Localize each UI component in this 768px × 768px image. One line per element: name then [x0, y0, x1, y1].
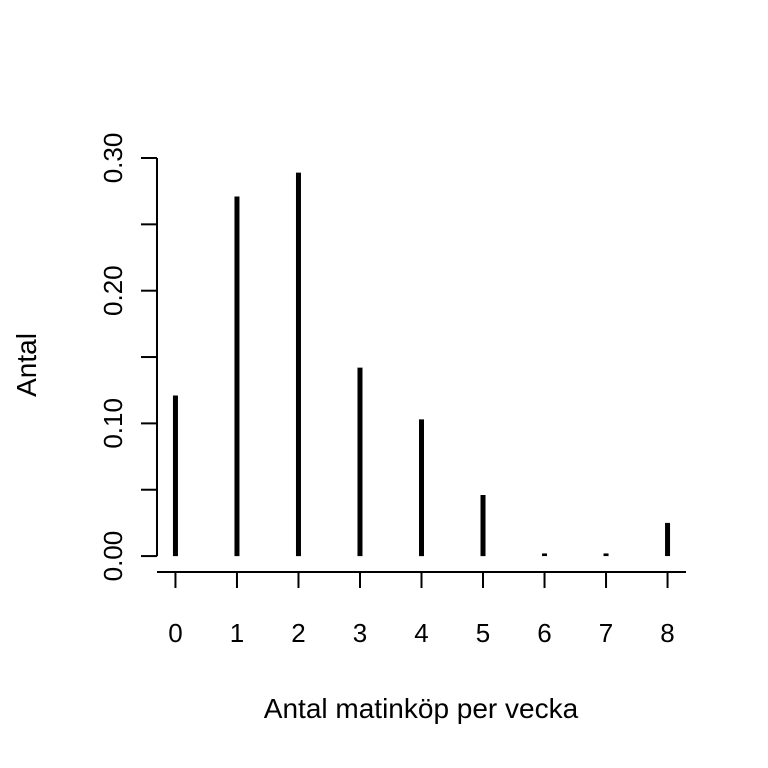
y-tick-label: 0.00 — [98, 531, 128, 582]
x-axis: 0 1 2 3 4 5 6 7 8 — [157, 571, 686, 648]
x-tick-label: 8 — [660, 618, 674, 648]
x-axis-label: Antal matinköp per vecka — [264, 693, 579, 724]
x-tick-label: 3 — [353, 618, 367, 648]
x-tick-label: 5 — [476, 618, 490, 648]
x-tick-label: 1 — [230, 618, 244, 648]
bars — [172, 172, 671, 557]
x-tick-label: 2 — [291, 618, 305, 648]
y-tick-label: 0.10 — [98, 398, 128, 449]
y-axis-label: Antal — [11, 333, 42, 397]
x-tick-label: 6 — [537, 618, 551, 648]
x-tick-label: 4 — [414, 618, 428, 648]
y-tick-label: 0.20 — [98, 265, 128, 316]
y-tick-label: 0.30 — [98, 133, 128, 184]
x-tick-label: 0 — [168, 618, 182, 648]
y-axis: 0.00 0.10 0.20 0.30 — [98, 133, 158, 582]
x-tick-label: 7 — [599, 618, 613, 648]
